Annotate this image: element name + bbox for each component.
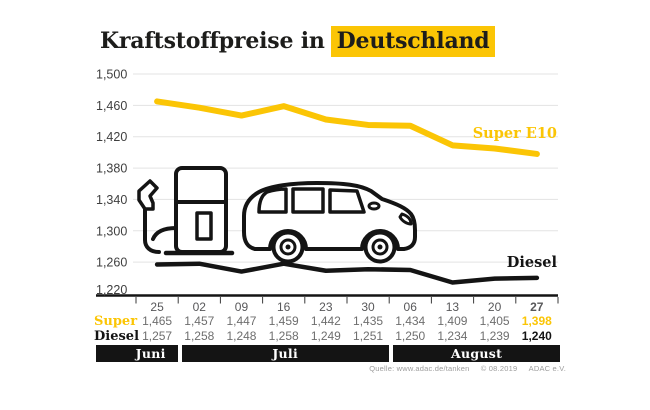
source-url: Quelle: www.adac.de/tanken	[369, 364, 470, 373]
source-org: ADAC e.V.	[528, 364, 566, 373]
y-tick-label: 1,260	[96, 256, 127, 270]
series-line-super	[154, 98, 540, 157]
diesel-price-cell: 1,249	[310, 329, 341, 343]
diesel-price-cell: 1,248	[226, 329, 257, 343]
date-cell: 13	[445, 300, 460, 314]
date-cell: 25	[150, 300, 164, 314]
date-header-row: 25 02 09 16 23 30 06 13 20 27	[94, 300, 560, 314]
diesel-price-cell: 1,239	[479, 329, 510, 343]
super-price-cell: 1,409	[437, 314, 468, 328]
y-tick-label: 1,340	[96, 193, 127, 207]
y-tick-label: 1,460	[96, 99, 127, 113]
diesel-price-cell: 1,257	[142, 329, 173, 343]
series-inline-labels: Super E10 Diesel	[473, 125, 558, 271]
month-bar-juli: Juli	[181, 345, 389, 362]
y-tick-label: 1,300	[96, 224, 127, 238]
super-price-cell: 1,434	[395, 314, 426, 328]
date-cell: 30	[361, 300, 375, 314]
y-tick-label: 1,380	[96, 162, 127, 176]
super-price-cell: 1,435	[353, 314, 384, 328]
car-icon	[242, 181, 417, 264]
chart-series-lines	[154, 98, 540, 285]
super-price-cell: 1,398	[521, 314, 552, 328]
month-bar-juni: Juni	[96, 345, 178, 362]
month-bars: Juni Juli August	[0, 345, 650, 362]
date-cell: 16	[276, 300, 291, 314]
super-price-row: Super 1,465 1,457 1,447 1,459 1,442 1,435 1,434…	[94, 314, 560, 329]
date-cell: 23	[319, 300, 333, 314]
diesel-price-cell: 1,234	[437, 329, 468, 343]
diesel-price-cell: 1,258	[268, 329, 299, 343]
super-price-cell: 1,447	[226, 314, 257, 328]
y-axis-labels: 1,500 1,460 1,420 1,380 1,340 1,300 1,260 1,220	[96, 68, 127, 298]
date-cell: 09	[234, 300, 249, 314]
super-price-cell: 1,405	[479, 314, 510, 328]
series-label-diesel: Diesel	[507, 254, 558, 271]
super-price-cell: 1,442	[310, 314, 341, 328]
super-price-cell: 1,465	[142, 314, 173, 328]
month-bar-august: August	[392, 345, 561, 362]
date-cell: 02	[192, 300, 206, 314]
diesel-price-cell: 1,250	[395, 329, 426, 343]
date-cell: 06	[403, 300, 417, 314]
super-row-label: Super	[94, 314, 138, 329]
diesel-row-label: Diesel	[94, 329, 140, 344]
y-tick-label: 1,500	[96, 68, 127, 82]
title-highlight: Deutschland	[330, 26, 496, 57]
date-cell: 20	[487, 300, 502, 314]
x-axis-ticks	[135, 297, 559, 304]
series-label-super: Super E10	[473, 125, 557, 142]
source-copyright: © 08.2019	[480, 364, 518, 373]
date-cell: 27	[530, 300, 544, 314]
y-tick-label: 1,220	[96, 283, 127, 297]
y-tick-label: 1,420	[96, 130, 127, 144]
series-line-diesel	[154, 261, 540, 285]
diesel-price-cell: 1,258	[184, 329, 215, 343]
title-text: Kraftstoffpreise in	[100, 28, 325, 54]
super-price-cell: 1,459	[268, 314, 299, 328]
fuel-pump-icon	[137, 166, 235, 256]
diesel-price-cell: 1,240	[521, 329, 552, 343]
diesel-price-cell: 1,251	[353, 329, 384, 343]
page-title: Kraftstoffpreise in Deutschland	[100, 26, 496, 57]
diesel-price-row: Diesel 1,257 1,258 1,248 1,258 1,249 1,251 1,25…	[94, 329, 560, 344]
source-note: Quelle: www.adac.de/tanken © 08.2019 ADA…	[0, 364, 566, 373]
super-price-cell: 1,457	[184, 314, 215, 328]
